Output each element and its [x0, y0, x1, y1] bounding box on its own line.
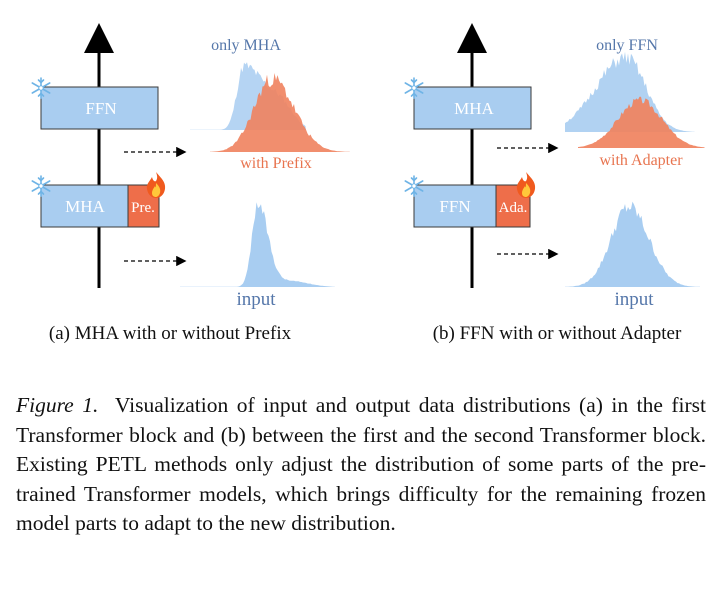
prefix-module-label: Pre.: [131, 200, 155, 216]
mha-block-label: MHA: [65, 197, 105, 216]
fire-icon: [516, 172, 536, 198]
input-label: input: [236, 289, 276, 310]
subcaption-b: (b) FFN with or without Adapter: [433, 323, 682, 344]
only-ffn-distribution: [565, 51, 695, 132]
figure-caption: Figure 1. Visualization of input and out…: [16, 391, 706, 539]
input-distribution: [565, 201, 700, 287]
mha-block: [413, 86, 532, 130]
ffn-block: [40, 86, 159, 130]
ffn-block-label: FFN: [85, 99, 116, 118]
ffn-block-label: FFN: [439, 197, 470, 216]
adapter-module-label: Ada.: [499, 200, 528, 216]
panel-a: FFN MHA Pre. only MHA with Prefix input …: [31, 23, 350, 344]
mha-block: [40, 184, 129, 228]
only-ffn-label: only FFN: [596, 37, 658, 54]
subcaption-a: (a) MHA with or without Prefix: [49, 323, 292, 344]
input-label: input: [614, 289, 654, 310]
with-adapter-distribution: [578, 96, 705, 148]
figure-caption-text: Visualization of input and output data d…: [16, 393, 706, 536]
with-prefix-label: with Prefix: [240, 155, 312, 172]
fire-icon: [146, 172, 166, 198]
figure-label: Figure 1.: [16, 393, 99, 417]
ffn-block: [413, 184, 497, 228]
input-distribution: [180, 202, 335, 287]
with-prefix-distribution: [210, 73, 350, 152]
with-adapter-label: with Adapter: [599, 152, 683, 169]
panel-b: MHA FFN Ada. only FFN with Adapter input…: [404, 23, 705, 344]
figure-graphic: FFN MHA Pre. only MHA with Prefix input …: [31, 23, 705, 344]
only-mha-label: only MHA: [211, 37, 281, 54]
mha-block-label: MHA: [454, 99, 494, 118]
